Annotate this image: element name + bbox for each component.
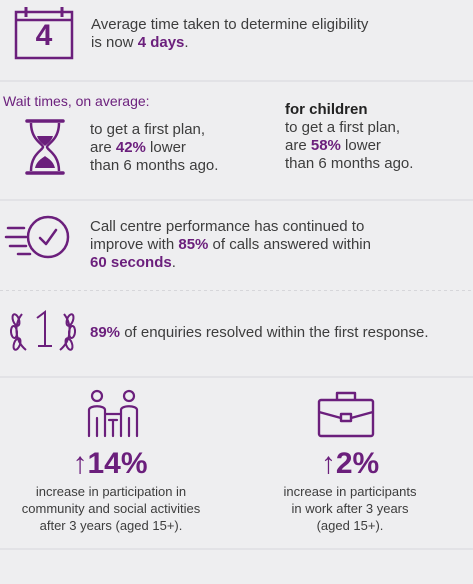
- participation-stat: ↑14%: [20, 448, 200, 480]
- adults-wait-text: to get a first plan, are 42% lower than …: [90, 121, 219, 174]
- work-stat: ↑2%: [260, 448, 440, 480]
- call-centre-seconds: 60 seconds: [90, 254, 172, 271]
- eligibility-line2: is now 4 days.: [91, 34, 189, 51]
- adults-wait-value: 42%: [115, 139, 146, 156]
- divider: [0, 548, 473, 550]
- enquiries-text: 89% of enquiries resolved within the fir…: [90, 324, 429, 341]
- eligibility-line1: Average time taken to determine eligibil…: [91, 16, 369, 33]
- work-text: increase in participants in work after 3…: [283, 484, 417, 533]
- call-centre-value: 85%: [178, 236, 209, 253]
- up-arrow-icon: ↑: [72, 447, 88, 480]
- children-wait-value: 58%: [310, 137, 341, 154]
- first-place-laurel-icon: [8, 306, 78, 358]
- divider: [0, 80, 473, 82]
- eligibility-value: 4 days: [137, 34, 185, 51]
- divider: [0, 199, 473, 201]
- eligibility-text: Average time taken to determine eligibil…: [91, 16, 461, 52]
- divider: [0, 290, 473, 291]
- work-value: 2%: [335, 447, 380, 480]
- enquiries-value: 89%: [90, 324, 121, 341]
- calendar-icon: [14, 6, 74, 60]
- people-network-icon: [85, 388, 141, 440]
- children-wait-text: for children to get a first plan, are 58…: [285, 101, 465, 173]
- participation-text: increase in participation in community a…: [21, 484, 201, 533]
- hourglass-icon: [21, 118, 69, 176]
- briefcase-icon: [317, 390, 375, 438]
- up-arrow-icon: ↑: [320, 447, 336, 480]
- fast-clock-icon: [4, 212, 74, 262]
- divider: [0, 376, 473, 378]
- call-centre-text: Call centre performance has continued to…: [90, 218, 371, 271]
- participation-value: 14%: [87, 447, 148, 480]
- children-heading: for children: [285, 101, 368, 118]
- calendar-number: 4: [35, 19, 53, 52]
- wait-times-heading: Wait times, on average:: [3, 93, 150, 109]
